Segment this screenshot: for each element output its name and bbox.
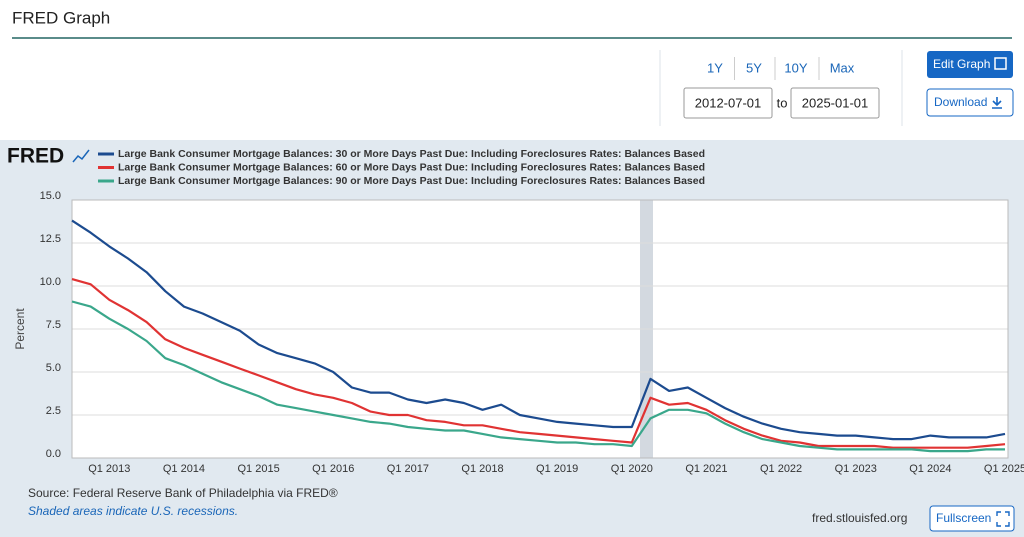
range-link[interactable]: 10Y	[784, 60, 807, 75]
edit-icon	[994, 57, 1007, 70]
recession-note[interactable]: Shaded areas indicate U.S. recessions.	[28, 504, 238, 518]
download-button[interactable]	[926, 88, 1014, 117]
start-date-input[interactable]	[683, 87, 773, 119]
end-date[interactable]: 2025-01-01	[802, 95, 869, 110]
x-tick-label: Q1 2017	[387, 463, 429, 475]
start-date[interactable]: 2012-07-01	[695, 95, 762, 110]
range-link[interactable]: Max	[830, 60, 855, 75]
x-tick-label: Q1 2023	[835, 463, 877, 475]
edit-graph-label[interactable]: Edit Graph	[933, 57, 990, 71]
page-title: FRED Graph	[12, 8, 110, 27]
series-line	[71, 219, 1006, 441]
x-tick-label: Q1 2014	[163, 463, 205, 475]
y-tick-label: 0.0	[46, 448, 61, 460]
series-line	[71, 278, 1006, 449]
fullscreen-icon	[996, 511, 1010, 527]
y-tick-label: 5.0	[46, 362, 61, 374]
y-tick-label: 2.5	[46, 405, 61, 417]
x-tick-label: Q1 2019	[536, 463, 578, 475]
plot-frame	[71, 199, 1009, 459]
end-date-input[interactable]	[790, 87, 880, 119]
y-axis-label: Percent	[13, 308, 27, 350]
edit-graph-button[interactable]	[927, 51, 1013, 78]
x-tick-label: Q1 2018	[461, 463, 503, 475]
x-tick-label: Q1 2013	[88, 463, 130, 475]
x-tick-label: Q1 2016	[312, 463, 354, 475]
download-label[interactable]: Download	[934, 95, 987, 109]
fullscreen-label[interactable]: Fullscreen	[936, 511, 991, 525]
range-link[interactable]: 5Y	[746, 60, 762, 75]
range-link[interactable]: 1Y	[707, 60, 723, 75]
logo-icon	[72, 149, 90, 163]
source: Source: Federal Reserve Bank of Philadel…	[28, 486, 338, 500]
legend-entry: Large Bank Consumer Mortgage Balances: 3…	[118, 148, 705, 160]
legend-entry: Large Bank Consumer Mortgage Balances: 9…	[118, 175, 705, 187]
y-tick-label: 12.5	[40, 233, 61, 245]
x-tick-label: Q1 2015	[237, 463, 279, 475]
series-line	[71, 300, 1005, 453]
y-tick-label: 15.0	[40, 190, 61, 202]
y-tick-label: 10.0	[40, 276, 61, 288]
x-tick-label: Q1 2025	[984, 463, 1024, 475]
fullscreen-button[interactable]	[929, 505, 1015, 532]
to-label: to	[777, 95, 788, 110]
fred-logo: FRED	[7, 145, 64, 168]
download-icon	[992, 97, 1002, 109]
x-tick-label: Q1 2021	[685, 463, 727, 475]
y-tick-label: 7.5	[46, 319, 61, 331]
legend-entry: Large Bank Consumer Mortgage Balances: 6…	[118, 161, 705, 173]
x-tick-label: Q1 2020	[611, 463, 653, 475]
x-tick-label: Q1 2022	[760, 463, 802, 475]
x-tick-label: Q1 2024	[909, 463, 951, 475]
site: fred.stlouisfed.org	[812, 511, 907, 525]
